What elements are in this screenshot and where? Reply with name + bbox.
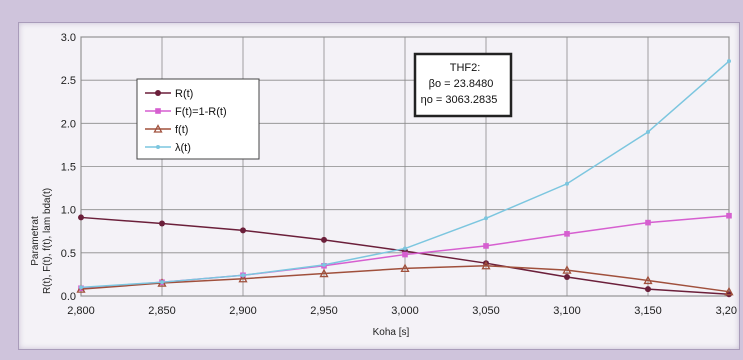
series-2-point [402, 251, 408, 258]
x-tick-label: 3,100 [553, 305, 581, 317]
reliability-chart: 0.0 0.5 1.0 1.5 2.0 2.5 3.0 2,800 2,850 2,900 2,9… [30, 32, 737, 338]
series-3-point [481, 260, 491, 270]
series-4-point [727, 59, 731, 64]
series-1-point [240, 227, 246, 234]
legend-item-2: F(t)=1-R(t) [145, 106, 227, 118]
series-line-3 [80, 265, 730, 293]
y-tick-label: 3.0 [61, 32, 76, 44]
series-2-point [726, 212, 732, 219]
x-tick-label: 2,900 [229, 305, 257, 317]
series-4-point [403, 246, 407, 251]
legend-item-4: λ(t) [145, 142, 191, 154]
x-tick-label: 2,800 [67, 305, 95, 317]
annotation-beta: βo = 23.8480 [429, 78, 494, 90]
y-tick-labels: 0.0 0.5 1.0 1.5 2.0 2.5 3.0 [61, 32, 76, 303]
y-tick-label: 0.0 [61, 291, 76, 303]
legend-item-1: R(t) [145, 88, 193, 100]
series-3 [76, 260, 734, 296]
x-axis-label: Koha [s] [373, 327, 410, 338]
x-tick-label: 3,050 [472, 305, 500, 317]
x-tick-labels: 2,800 2,850 2,900 2,950 3,000 3,050 3,100 3,150… [67, 305, 737, 317]
x-tick-label: 3,150 [634, 305, 662, 317]
series-2-point [564, 231, 570, 237]
legend-marker [153, 124, 163, 133]
legend-marker [156, 145, 160, 149]
series-4-point [79, 285, 83, 290]
x-tick-label: 3,20 [716, 305, 737, 317]
series-3-point [319, 268, 329, 278]
series-1 [78, 214, 732, 298]
series-1-point [564, 274, 570, 281]
legend-label: λ(t) [175, 142, 191, 154]
series-4 [79, 59, 731, 290]
y-axis-label-line2: R(t), F(t), f(t), lam bda(t) [42, 188, 53, 294]
legend: R(t) F(t)=1-R(t) f(t) λ(t) [136, 78, 260, 160]
y-tick-label: 2.5 [61, 75, 76, 87]
legend-label: f(t) [175, 124, 188, 136]
series-4-point [646, 129, 650, 134]
series-4-point [160, 280, 164, 285]
y-axis-label-line1: Parametrat [30, 216, 41, 266]
chart-frame: 0.0 0.5 1.0 1.5 2.0 2.5 3.0 2,800 2,850 2,900 2,9… [18, 22, 740, 350]
x-tick-label: 2,950 [310, 305, 338, 317]
parameter-annotation: THF2: βo = 23.8480 ηo = 3063.2835 [413, 52, 513, 118]
series-4-point [484, 216, 488, 221]
series-4-point [322, 262, 326, 267]
series-3-point [238, 273, 248, 283]
x-tick-label: 3,000 [391, 305, 419, 317]
annotation-title: THF2: [450, 62, 481, 74]
series-3-point [76, 284, 86, 293]
annotation-box [413, 52, 513, 118]
legend-item-3: f(t) [145, 124, 188, 136]
series-4-point [565, 181, 569, 186]
series-1-point [321, 236, 327, 243]
series-layer [76, 59, 734, 298]
legend-label: R(t) [175, 88, 193, 100]
y-tick-label: 1.0 [61, 205, 76, 217]
legend-items: R(t) F(t)=1-R(t) f(t) λ(t) [145, 88, 227, 154]
series-4-point [241, 273, 245, 278]
y-tick-label: 1.5 [61, 162, 76, 174]
series-3-point [562, 265, 572, 274]
legend-marker [155, 108, 161, 114]
y-axis-label-group: Parametrat R(t), F(t), f(t), lam bda(t) [30, 188, 53, 294]
series-1-point [78, 214, 84, 221]
series-3-point [400, 263, 410, 273]
series-3-point [724, 286, 734, 296]
y-tick-label: 0.5 [61, 248, 76, 260]
x-tick-label: 2,850 [148, 305, 176, 317]
legend-label: F(t)=1-R(t) [175, 106, 227, 118]
legend-marker [155, 90, 161, 96]
y-tick-label: 2.0 [61, 118, 76, 130]
series-1-point [645, 286, 651, 293]
series-3-point [643, 275, 653, 285]
series-2-point [483, 243, 489, 249]
series-1-point [159, 220, 165, 227]
series-2-point [645, 219, 651, 226]
annotation-eta: ηo = 3063.2835 [421, 94, 498, 106]
